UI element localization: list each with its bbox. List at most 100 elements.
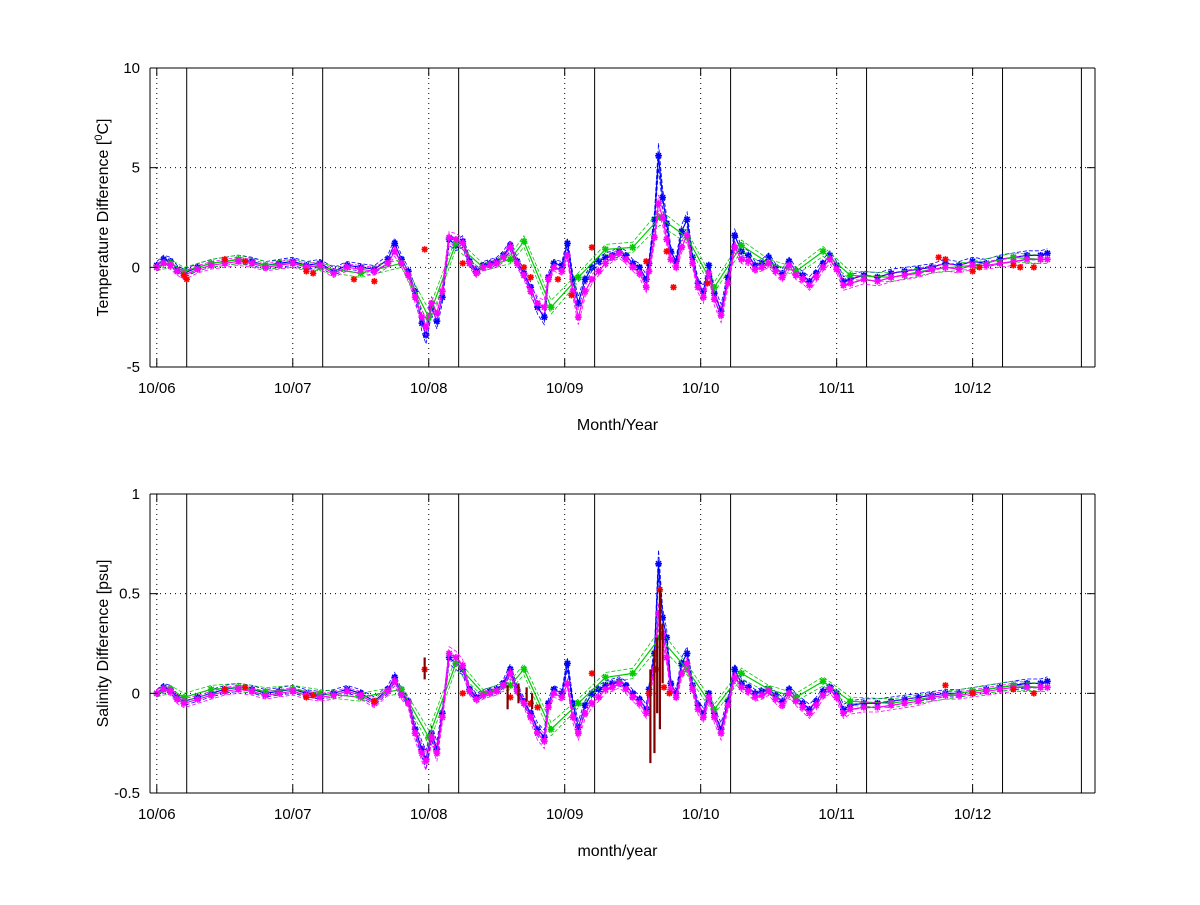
sal-xtick-label-3: 10/09 [546,806,584,823]
temp-series-2-marker-31 [459,240,467,247]
sal-series-2-marker-40 [520,699,528,707]
sal-series-2-marker-24 [418,749,426,757]
sal-series-3-marker-7 [507,694,514,701]
sal-series-2-marker-26 [428,733,435,741]
sal-xtick-label-0: 10/06 [138,806,176,823]
sal-series-2-marker-43 [540,737,548,745]
temp-series-2-marker-86 [799,275,807,283]
sal-data [153,549,1051,772]
temp-series-0-marker-68 [683,216,691,223]
sal-series-2-marker-98 [914,697,922,705]
sal-series-2-marker-14 [316,693,324,701]
temp-series-2-marker-98 [914,269,922,277]
sal-series-3-marker-14 [660,684,668,691]
temp-series-2-marker-54 [608,253,616,261]
temp-series-1-marker-13 [506,255,514,263]
temp-series-2-marker-30 [452,236,460,243]
sal-series-1-marker-11 [452,660,460,667]
sal-series-2-marker-77 [738,683,745,691]
temp-series-2-marker-101 [955,265,963,273]
temp-series-1-marker-17 [602,245,609,253]
temp-series-2-marker-24 [418,313,426,321]
temp-ytick-label-1: 0 [132,259,140,276]
sal-series-2-marker-96 [887,701,895,709]
temp-series-2-marker-106 [1023,255,1031,263]
temp-series-2-envelope-1 [156,194,1048,321]
sal-series-0-envelope-1 [156,549,1048,752]
temp-series-2-marker-68 [683,232,691,239]
temp-series-2-marker-107 [1037,255,1045,263]
sal-series-2-marker-49 [574,729,582,737]
sal-series-2-marker-91 [833,693,841,701]
sal-series-1-marker-18 [629,670,637,677]
temp-series-2-marker-33 [472,269,480,277]
temp-series-2-marker-92 [840,281,847,289]
sal-xtick-label-5: 10/11 [818,806,854,823]
sal-series-3-marker-19 [1030,690,1038,697]
temp-series-2-marker-38 [506,244,514,251]
sal-series-2-marker-3 [173,695,181,703]
temp-ylabel: Temperature Difference [0C] [93,119,112,317]
temp-series-3-marker-18 [704,280,711,287]
sal-xtick-label-2: 10/08 [410,806,448,823]
sal-series-2-marker-76 [731,673,739,681]
temp-series-2-marker-73 [710,295,718,303]
temp-series-2-marker-51 [588,275,596,283]
temp-series-2-marker-90 [826,255,834,263]
temp-series-2-marker-1 [160,259,167,267]
sal-series-3-marker-9 [534,704,541,711]
temp-series-3-marker-6 [350,276,358,283]
sal-series-2-marker-108 [1044,683,1051,691]
sal-series-2-marker-84 [785,689,793,697]
sal-series-2-marker-4 [180,699,188,707]
sal-series-1-marker-22 [738,670,745,677]
sal-series-2-marker-51 [588,699,596,707]
temp-series-2-marker-59 [642,283,650,291]
temp-xtick-label-4: 10/10 [682,380,720,397]
sal-series-2-marker-73 [710,713,718,721]
temp-series-2-marker-47 [564,251,571,259]
temp-series-1-marker-14 [520,238,528,245]
temp-series-2-marker-42 [534,299,541,307]
sal-series-2-marker-80 [758,691,766,699]
temp-ytick-label-2: 5 [132,160,140,177]
temp-series-2-marker-100 [942,263,949,271]
temp-series-2-marker-79 [751,265,759,273]
temp-series-2-marker-11 [275,261,283,269]
sal-series-0-marker-47 [564,660,571,667]
temp-series-3-marker-9 [459,260,466,267]
temp-series-2-marker-43 [540,303,548,311]
sal-series-2-marker-87 [806,709,813,717]
temp-series-2-marker-39 [513,259,521,267]
sal-series-2-marker-58 [636,699,643,707]
temp-series-0-marker-43 [540,313,548,321]
temp-series-3-marker-12 [554,276,562,283]
temp-series-2-marker-65 [667,255,675,263]
temp-series-2-marker-108 [1044,255,1051,263]
sal-series-2-marker-48 [569,713,577,721]
sal-series-3-marker-4 [371,698,378,705]
temp-series-3-marker-1 [183,276,190,283]
sal-series-2-marker-68 [683,660,691,667]
sal-series-2-marker-85 [792,697,800,705]
temp-series-2-marker-9 [248,259,256,267]
sal-series-2-marker-28 [438,713,446,721]
temp-series-3-marker-20 [942,256,949,263]
sal-series-2-marker-44 [544,703,552,711]
sal-series-2-marker-47 [564,679,571,687]
temp-series-3-marker-15 [643,258,650,265]
temp-ytick-label-0: -5 [127,359,140,376]
sal-series-2-marker-1 [160,685,167,693]
temp-series-0-marker-76 [731,232,739,239]
temp-series-0-envelope-0 [156,168,1048,345]
temp-series-2-marker-99 [928,265,936,273]
sal-series-1-marker-15 [547,725,555,733]
temp-series-2-marker-29 [445,234,453,241]
temp-series-0-marker-108 [1044,249,1051,257]
temp-series-2-marker-50 [581,287,589,295]
temp-series-1-marker-15 [547,303,555,311]
sal-series-2-marker-15 [330,691,337,699]
sal-series-2-marker-72 [705,693,713,701]
temp-series-3-marker-5 [309,270,317,277]
temp-series-2-marker-72 [705,269,713,277]
